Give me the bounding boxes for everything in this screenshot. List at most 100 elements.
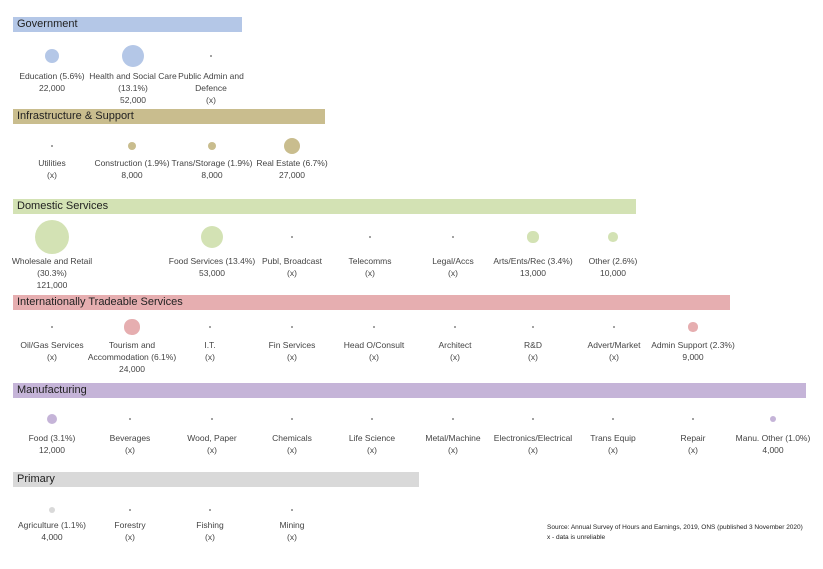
category-label: R&D xyxy=(524,340,542,350)
value-label: (x) xyxy=(125,532,135,542)
data-label-wood-paper: Wood, Paper (x) xyxy=(166,432,258,456)
data-label-r-d: R&D (x) xyxy=(487,339,579,363)
bubble-tourism-and-accommodation-6-1 xyxy=(124,319,140,335)
bubble-architect xyxy=(454,326,456,328)
bubble-food-services-13-4 xyxy=(200,225,224,249)
value-label: (x) xyxy=(369,352,379,362)
value-label: 22,000 xyxy=(39,83,65,93)
category-label: Education (5.6%) xyxy=(19,71,85,81)
category-label: I.T. xyxy=(204,340,216,350)
unreliable-note: x - data is unreliable xyxy=(547,534,606,541)
data-label-oil-gas-services: Oil/Gas Services (x) xyxy=(6,339,98,363)
bubble-arts-ents-rec-3-4 xyxy=(527,231,539,243)
data-label-life-science: Life Science (x) xyxy=(326,432,418,456)
data-label-repair: Repair (x) xyxy=(647,432,739,456)
data-label-other-2-6: Other (2.6%) 10,000 xyxy=(567,255,659,279)
category-label: Public Admin and Defence xyxy=(178,71,244,93)
value-label: 10,000 xyxy=(600,268,626,278)
category-label: Agriculture (1.1%) xyxy=(17,520,87,530)
category-label: Advert/Market xyxy=(587,340,641,350)
value-label: (x) xyxy=(207,445,217,455)
bubble-utilities xyxy=(51,145,53,147)
bubble-oil-gas-services xyxy=(51,326,53,328)
category-label: Publ, Broadcast xyxy=(261,256,322,266)
value-label: (x) xyxy=(125,445,135,455)
category-label: Arts/Ents/Rec (3.4%) xyxy=(493,256,573,266)
category-label: Food (3.1%) xyxy=(28,433,76,443)
data-label-i-t: I.T. (x) xyxy=(164,339,256,363)
category-label: Head O/Consult xyxy=(343,340,405,350)
data-label-education-5-6: Education (5.6%) 22,000 xyxy=(6,70,98,94)
value-label: (x) xyxy=(528,352,538,362)
value-label: 8,000 xyxy=(121,170,143,180)
value-label: (x) xyxy=(287,532,297,542)
data-label-telecomms: Telecomms (x) xyxy=(324,255,416,279)
data-label-forestry: Forestry (x) xyxy=(84,519,176,543)
data-label-public-admin-and-defence: Public Admin and Defence (x) xyxy=(165,70,257,106)
data-label-fin-services: Fin Services (x) xyxy=(246,339,338,363)
bubble-telecomms xyxy=(369,236,371,238)
value-label: (x) xyxy=(205,532,215,542)
bubble-beverages xyxy=(129,418,131,420)
category-label: Construction (1.9%) xyxy=(94,158,170,168)
bubble-publ-broadcast xyxy=(291,236,293,238)
bubble-repair xyxy=(692,418,694,420)
bubble-metal-machine xyxy=(452,418,454,420)
value-label: (x) xyxy=(608,445,618,455)
bubble-wood-paper xyxy=(211,418,213,420)
data-label-food-services-13-4: Food Services (13.4%) 53,000 xyxy=(166,255,258,279)
data-label-chemicals: Chemicals (x) xyxy=(246,432,338,456)
category-label: Health and Social Care (13.1%) xyxy=(89,71,177,93)
category-label: Admin Support (2.3%) xyxy=(651,340,735,350)
data-label-metal-machine: Metal/Machine (x) xyxy=(407,432,499,456)
value-label: (x) xyxy=(528,445,538,455)
data-label-mining: Mining (x) xyxy=(246,519,338,543)
category-label: Life Science xyxy=(348,433,396,443)
bubble-public-admin-and-defence xyxy=(210,55,212,57)
bubble-other-2-6 xyxy=(608,232,618,242)
category-label: Telecomms xyxy=(348,256,392,266)
bubble-trans-storage-1-9 xyxy=(207,141,217,151)
category-label: Beverages xyxy=(109,433,151,443)
bubble-real-estate-6-7 xyxy=(283,137,301,155)
category-label: Other (2.6%) xyxy=(588,256,638,266)
category-label: Manu. Other (1.0%) xyxy=(735,433,811,443)
bubble-health-and-social-care-13-1 xyxy=(121,44,145,68)
data-label-architect: Architect (x) xyxy=(409,339,501,363)
data-label-manu-other-1-0: Manu. Other (1.0%) 4,000 xyxy=(727,432,819,456)
bubble-i-t xyxy=(209,326,211,328)
category-label: Tourism and Accommodation (6.1%) xyxy=(87,340,177,362)
bubble-legal-accs xyxy=(452,236,454,238)
category-label: Utilities xyxy=(38,158,66,168)
data-label-legal-accs: Legal/Accs (x) xyxy=(407,255,499,279)
bubble-life-science xyxy=(371,418,373,420)
category-label: Wholesale and Retail (30.3%) xyxy=(11,256,93,278)
source-note: Source: Annual Survey of Hours and Earni… xyxy=(547,523,803,543)
bubble-food-3-1 xyxy=(46,413,58,425)
bubble-agriculture-1-1 xyxy=(48,506,56,514)
category-label: Oil/Gas Services xyxy=(20,340,84,350)
bubble-r-d xyxy=(532,326,534,328)
data-label-trans-equip: Trans Equip (x) xyxy=(567,432,659,456)
data-label-utilities: Utilities (x) xyxy=(6,157,98,181)
category-label: Electronics/Electrical xyxy=(493,433,573,443)
value-label: (x) xyxy=(287,445,297,455)
data-label-admin-support-2-3: Admin Support (2.3%) 9,000 xyxy=(647,339,739,363)
group-header-primary: Primary xyxy=(13,472,419,487)
data-label-publ-broadcast: Publ, Broadcast (x) xyxy=(246,255,338,279)
bubble-manu-other-1-0 xyxy=(769,415,777,423)
bubble-mining xyxy=(291,509,293,511)
value-label: 121,000 xyxy=(36,280,68,290)
data-label-electronics-electrical: Electronics/Electrical (x) xyxy=(487,432,579,456)
bubble-admin-support-2-3 xyxy=(688,322,698,332)
data-label-arts-ents-rec-3-4: Arts/Ents/Rec (3.4%) 13,000 xyxy=(487,255,579,279)
value-label: (x) xyxy=(450,352,460,362)
value-label: (x) xyxy=(206,95,216,105)
value-label: 24,000 xyxy=(119,364,145,374)
bubble-electronics-electrical xyxy=(532,418,534,420)
data-label-real-estate-6-7: Real Estate (6.7%) 27,000 xyxy=(246,157,338,181)
bubble-advert-market xyxy=(613,326,615,328)
value-label: (x) xyxy=(365,268,375,278)
category-label: Fishing xyxy=(196,520,224,530)
